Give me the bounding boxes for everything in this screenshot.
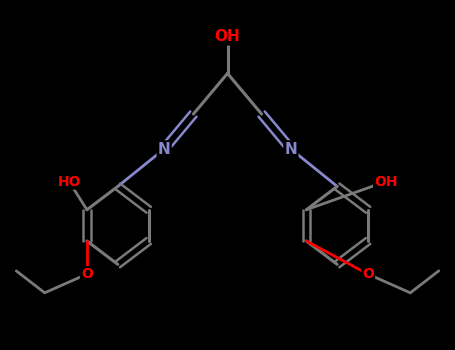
Text: OH: OH bbox=[215, 29, 240, 44]
Text: N: N bbox=[158, 141, 171, 156]
Text: HO: HO bbox=[57, 175, 81, 189]
Text: OH: OH bbox=[374, 175, 398, 189]
Text: O: O bbox=[362, 267, 374, 281]
Text: O: O bbox=[81, 267, 93, 281]
Text: N: N bbox=[284, 141, 297, 156]
